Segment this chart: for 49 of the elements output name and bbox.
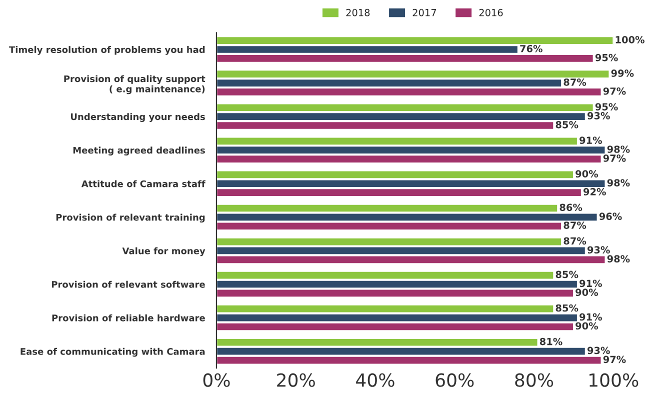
y-tick-label: Meeting agreed deadlines [73,146,205,156]
y-tick-label: Provision of quality support ( e.g maintenance) [64,75,206,94]
data-label: 98% [607,255,630,262]
data-label: 85% [556,304,578,312]
data-label: 91% [580,280,602,288]
y-tick-label: Attitude of Camara staff [81,180,206,188]
data-label: 97% [603,356,626,364]
y-tick-label: Provision of relevant training [56,214,205,223]
x-tick-label: 60% [436,373,474,387]
data-label: 90% [576,288,598,296]
data-label: 100% [616,36,644,44]
x-tick-label: 100% [590,373,638,387]
data-label: 99% [611,70,634,77]
data-label: 93% [587,112,610,120]
data-label: 97% [603,154,626,162]
data-label: 85% [556,270,578,278]
data-label: 97% [603,87,626,95]
x-tick-label: 20% [277,373,315,387]
legend-label: 2018 [346,8,370,16]
legend-label: 2017 [412,8,436,16]
y-tick-label: Provision of relevant software [52,280,205,288]
y-tick-label: Provision of reliable hardware [52,314,205,322]
x-tick-label: 80% [515,373,554,387]
x-tick-label: 0% [203,373,230,387]
y-tick-label: Understanding your needs [70,113,205,122]
data-label: 90% [576,322,598,330]
data-label: 93% [587,346,610,354]
x-tick-label: 40% [356,373,394,387]
data-label: 90% [576,170,598,178]
data-label: 91% [580,313,602,321]
data-label: 98% [607,179,630,186]
data-label: 87% [564,222,586,229]
y-tick-label: Value for money [122,247,206,256]
data-label: 92% [584,188,606,196]
y-tick-label: Ease of communicating with Camara [20,348,205,357]
data-label: 95% [595,54,618,62]
data-label: 76% [520,44,542,52]
data-label: 91% [580,136,602,144]
data-label: 86% [560,204,582,212]
legend-label: 2016 [479,8,503,16]
data-label: 95% [595,103,618,110]
data-label: 87% [564,78,586,86]
data-label: 81% [540,338,562,346]
y-tick-label: Timely resolution of problems you had [9,46,205,55]
data-label: 98% [607,146,630,153]
data-label: 96% [599,212,622,220]
data-label: 87% [564,237,586,245]
data-label: 85% [556,120,578,128]
data-label: 93% [587,246,610,254]
